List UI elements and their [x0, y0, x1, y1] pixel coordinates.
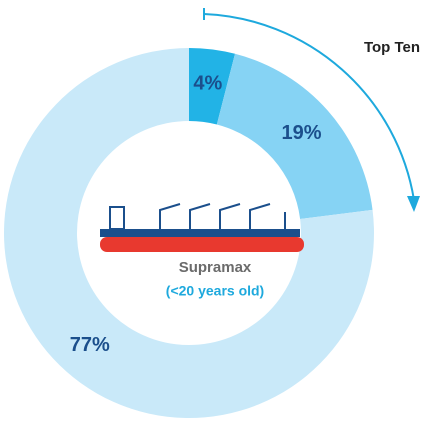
value-label: 4% — [193, 72, 222, 94]
center-label: Supramax — [179, 259, 252, 276]
value-label: 19% — [282, 122, 322, 144]
chart: Top Ten Supramax (<20 years old) 4% 19% 77… — [0, 0, 430, 419]
value-label: 77% — [70, 334, 110, 356]
ship-icon — [100, 204, 304, 252]
center-sublabel: (<20 years old) — [166, 283, 264, 299]
arrow-head — [407, 196, 420, 212]
deck — [100, 229, 300, 237]
bridge — [110, 207, 124, 229]
page: {"chart_data": {"type": "pie", "values":… — [0, 0, 430, 419]
hull — [100, 237, 304, 252]
annotation: Top Ten — [364, 39, 420, 56]
cranes — [160, 204, 285, 229]
